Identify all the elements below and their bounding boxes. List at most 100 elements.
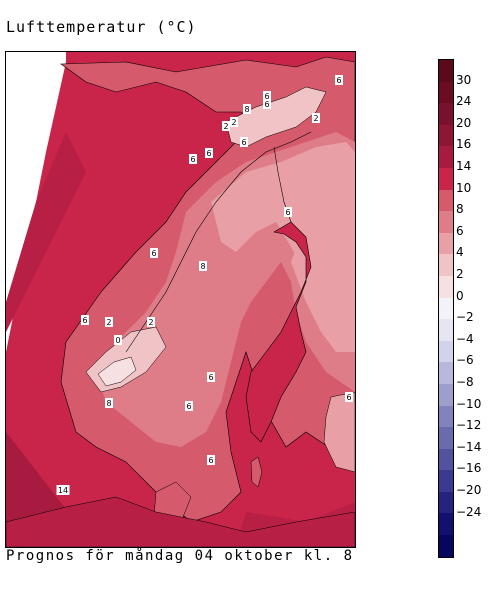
legend-swatch	[439, 297, 453, 320]
legend-swatch	[439, 103, 453, 125]
contour-label-bg	[105, 398, 113, 408]
contour-label: 6	[346, 393, 351, 402]
legend-swatch	[439, 211, 453, 233]
gotland	[250, 456, 263, 488]
legend-label: 30	[456, 72, 472, 87]
contour-label-bg	[230, 117, 238, 127]
legend-swatch	[439, 362, 453, 384]
contour-label-bg	[189, 154, 197, 164]
temperature-map[interactable]: 6 6 8 2 2 6 6 2 6 6 6 8 6 2 6 2 0 6 8 6 6 6 14	[5, 51, 356, 548]
contour-label: 6	[285, 208, 290, 217]
contour-label: 6	[208, 373, 213, 382]
contour-label-bg	[105, 317, 113, 327]
color-legend	[438, 59, 454, 558]
legend-label: −2	[456, 310, 474, 325]
contour-label-bg	[222, 121, 230, 131]
legend-swatch	[439, 448, 453, 471]
contour-label: 2	[313, 114, 318, 123]
legend-swatch	[439, 81, 453, 104]
contour-label-bg	[56, 485, 70, 495]
legend-swatch	[439, 232, 453, 255]
legend-label: 20	[456, 115, 472, 130]
legend-label: −24	[456, 504, 482, 519]
legend-swatch	[439, 275, 453, 298]
contour-label-bg	[199, 261, 207, 271]
legend-label: 4	[456, 245, 464, 260]
legend-swatch	[439, 189, 453, 212]
contour-label: 8	[200, 262, 205, 271]
legend-swatch	[439, 427, 453, 449]
contour-label: 6	[206, 149, 211, 158]
contour-label: 6	[264, 92, 269, 101]
contour-label: 8	[244, 105, 249, 114]
legend-swatch	[439, 383, 453, 406]
contour-label-bg	[205, 148, 213, 158]
contour-label: 2	[231, 118, 236, 127]
legend-label: −6	[456, 353, 474, 368]
contour-label: 8	[106, 399, 111, 408]
legend-label: 6	[456, 223, 464, 238]
contour-label-bg	[114, 335, 122, 345]
contour-label: 2	[148, 318, 153, 327]
legend-label: −10	[456, 396, 482, 411]
contour-label-bg	[263, 99, 271, 109]
contour-label: 2	[223, 122, 228, 131]
legend-label: 10	[456, 180, 472, 195]
finland-inland	[291, 202, 355, 352]
legend-swatch	[439, 319, 453, 341]
estonia	[323, 391, 355, 473]
atlantic-warm-zone	[6, 132, 86, 332]
legend-label: −4	[456, 331, 474, 346]
contour-label-bg	[243, 104, 251, 114]
legend-label: 14	[456, 159, 472, 173]
contour-label: 14	[58, 486, 68, 495]
contour-label: 2	[106, 318, 111, 327]
contour-label-bg	[81, 315, 89, 325]
contour-label: 0	[115, 336, 120, 345]
legend-swatch	[439, 254, 453, 276]
legend-label: −14	[456, 439, 482, 454]
legend-swatch	[439, 535, 453, 557]
contour-label: 6	[151, 249, 156, 258]
contour-label-bg	[345, 392, 353, 402]
contour-label: 6	[208, 456, 213, 465]
legend-swatch	[439, 405, 453, 428]
contour-label: 6	[241, 138, 246, 147]
legend-label: 16	[456, 137, 472, 152]
legend-swatch	[439, 60, 453, 82]
contour-label-bg	[335, 75, 343, 85]
contour-label-bg	[207, 372, 215, 382]
continent	[6, 496, 355, 547]
legend-label: −16	[456, 461, 482, 476]
contour-label-bg	[207, 455, 215, 465]
contour-label-bg	[185, 401, 193, 411]
contour-label-bg	[240, 137, 248, 147]
contour-label-bg	[147, 317, 155, 327]
legend-swatch	[439, 146, 453, 168]
contour-label-bg	[150, 248, 158, 258]
bothnian-bay	[245, 221, 312, 443]
contour-label: 6	[190, 155, 195, 164]
legend-swatch	[439, 167, 453, 190]
contour-label: 6	[336, 76, 341, 85]
legend-swatch	[439, 491, 453, 514]
legend-label: 2	[456, 267, 464, 281]
map-title: Lufttemperatur (°C)	[6, 18, 197, 36]
contour-label-bg	[312, 113, 320, 123]
contour-label: 6	[264, 100, 269, 109]
legend-swatch	[439, 340, 453, 363]
legend-swatch	[439, 124, 453, 147]
contour-label: 6	[82, 316, 87, 325]
border-norway-sweden	[125, 131, 312, 353]
legend-swatch	[439, 513, 453, 536]
contour-label: 6	[186, 402, 191, 411]
legend-label: 0	[456, 288, 464, 303]
legend-label: 8	[456, 202, 464, 217]
contour-label-bg	[284, 207, 292, 217]
legend-label: −8	[456, 375, 474, 389]
mountain-0	[97, 356, 137, 387]
legend-swatch	[439, 470, 453, 492]
contour-label-bg	[263, 91, 271, 101]
legend-label: −12	[456, 418, 482, 433]
